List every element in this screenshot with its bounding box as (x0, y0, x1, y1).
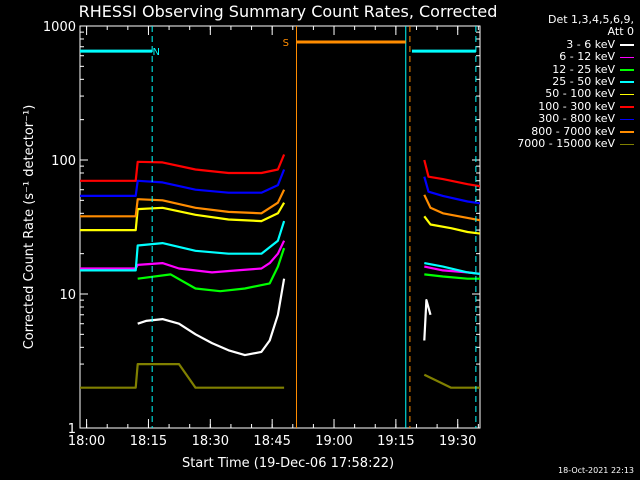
legend-item: 3 - 6 keV (478, 37, 634, 51)
series-line (80, 154, 286, 182)
legend-label: 50 - 100 keV (545, 87, 615, 101)
legend: Det 1,3,4,5,6,9, Att 0 3 - 6 keV 6 - 12 k… (478, 13, 634, 151)
legend-label: 800 - 7000 keV (531, 124, 615, 138)
x-tick-label: 19:30 (439, 434, 476, 449)
x-tick-label: 18:15 (130, 434, 167, 449)
legend-swatch (620, 143, 634, 146)
legend-item: 25 - 50 keV (478, 75, 634, 89)
legend-swatch (620, 69, 634, 71)
y-tick-label: 1000 (43, 20, 76, 35)
series-line (423, 176, 480, 205)
legend-label: 300 - 800 keV (538, 112, 615, 126)
series-line (423, 373, 480, 389)
legend-label: 7000 - 15000 keV (517, 137, 615, 151)
legend-header-2: Att 0 (607, 25, 634, 39)
series-line (137, 278, 286, 357)
series-line (80, 189, 286, 218)
legend-swatch (620, 131, 634, 133)
legend-label: 100 - 300 keV (538, 99, 615, 113)
series-line (80, 363, 285, 389)
legend-label: 6 - 12 keV (559, 50, 615, 64)
legend-label: 12 - 25 keV (552, 62, 615, 76)
y-tick-label: 100 (51, 154, 76, 169)
series-line (424, 262, 480, 276)
y-axis-label: Corrected Count Rate (s⁻¹ detector⁻¹) (22, 105, 37, 350)
legend-item: 800 - 7000 keV (478, 124, 634, 138)
legend-swatch (620, 56, 634, 59)
legend-label: 3 - 6 keV (566, 37, 615, 51)
plot-frame (79, 25, 481, 429)
series-line (424, 273, 480, 280)
series-line (80, 202, 286, 232)
legend-swatch (620, 81, 634, 83)
legend-item: 50 - 100 keV (478, 88, 634, 100)
legend-item: 300 - 800 keV (478, 112, 634, 126)
x-tick-label: 18:00 (68, 434, 105, 449)
series-line (423, 299, 432, 341)
series-line (423, 215, 480, 235)
legend-item: 7000 - 15000 keV (478, 137, 634, 151)
annotation-label: S (283, 38, 289, 49)
series-group (80, 26, 480, 428)
series-line (80, 220, 286, 272)
x-tick-label: 19:15 (377, 434, 414, 449)
x-axis-label: Start Time (19-Dec-06 17:58:22) (182, 456, 394, 471)
x-tick-label: 19:00 (315, 434, 352, 449)
y-tick-label: 1 (68, 422, 76, 437)
y-tick-label: 10 (59, 288, 76, 303)
series-line (137, 247, 286, 293)
series-line (423, 194, 480, 222)
x-tick-label: 18:30 (192, 434, 229, 449)
legend-item: 12 - 25 keV (478, 62, 634, 76)
legend-item: 100 - 300 keV (478, 99, 634, 113)
series-line (80, 169, 286, 197)
x-tick-label: 18:45 (253, 434, 290, 449)
chart-title: RHESSI Observing Summary Count Rates, Co… (79, 2, 498, 21)
legend-item: 6 - 12 keV (478, 50, 634, 64)
footer-timestamp: 18-Oct-2021 22:13 (558, 466, 634, 475)
legend-swatch (620, 118, 634, 121)
annotation-label: N (153, 47, 160, 58)
series-line (423, 159, 480, 188)
legend-header-1: Det 1,3,4,5,6,9, (547, 13, 634, 26)
legend-swatch (620, 93, 634, 96)
legend-label: 25 - 50 keV (552, 75, 615, 89)
series-line (80, 240, 286, 274)
legend-swatch (620, 106, 634, 108)
legend-swatch (620, 44, 634, 46)
